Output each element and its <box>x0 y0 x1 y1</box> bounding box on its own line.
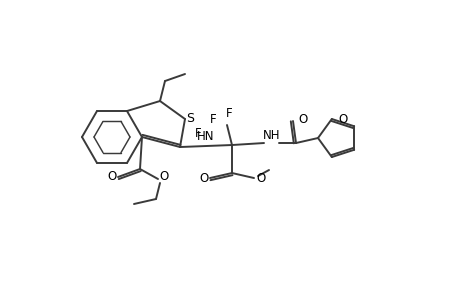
Text: O: O <box>298 112 307 125</box>
Text: O: O <box>107 170 117 184</box>
Text: F: F <box>225 106 232 119</box>
Text: O: O <box>338 113 347 126</box>
Text: S: S <box>185 112 194 124</box>
Text: O: O <box>159 170 168 184</box>
Text: F: F <box>209 112 216 125</box>
Text: O: O <box>199 172 208 184</box>
Text: F: F <box>194 127 201 140</box>
Text: HN: HN <box>197 130 214 142</box>
Text: O: O <box>256 172 265 184</box>
Text: NH: NH <box>263 128 280 142</box>
